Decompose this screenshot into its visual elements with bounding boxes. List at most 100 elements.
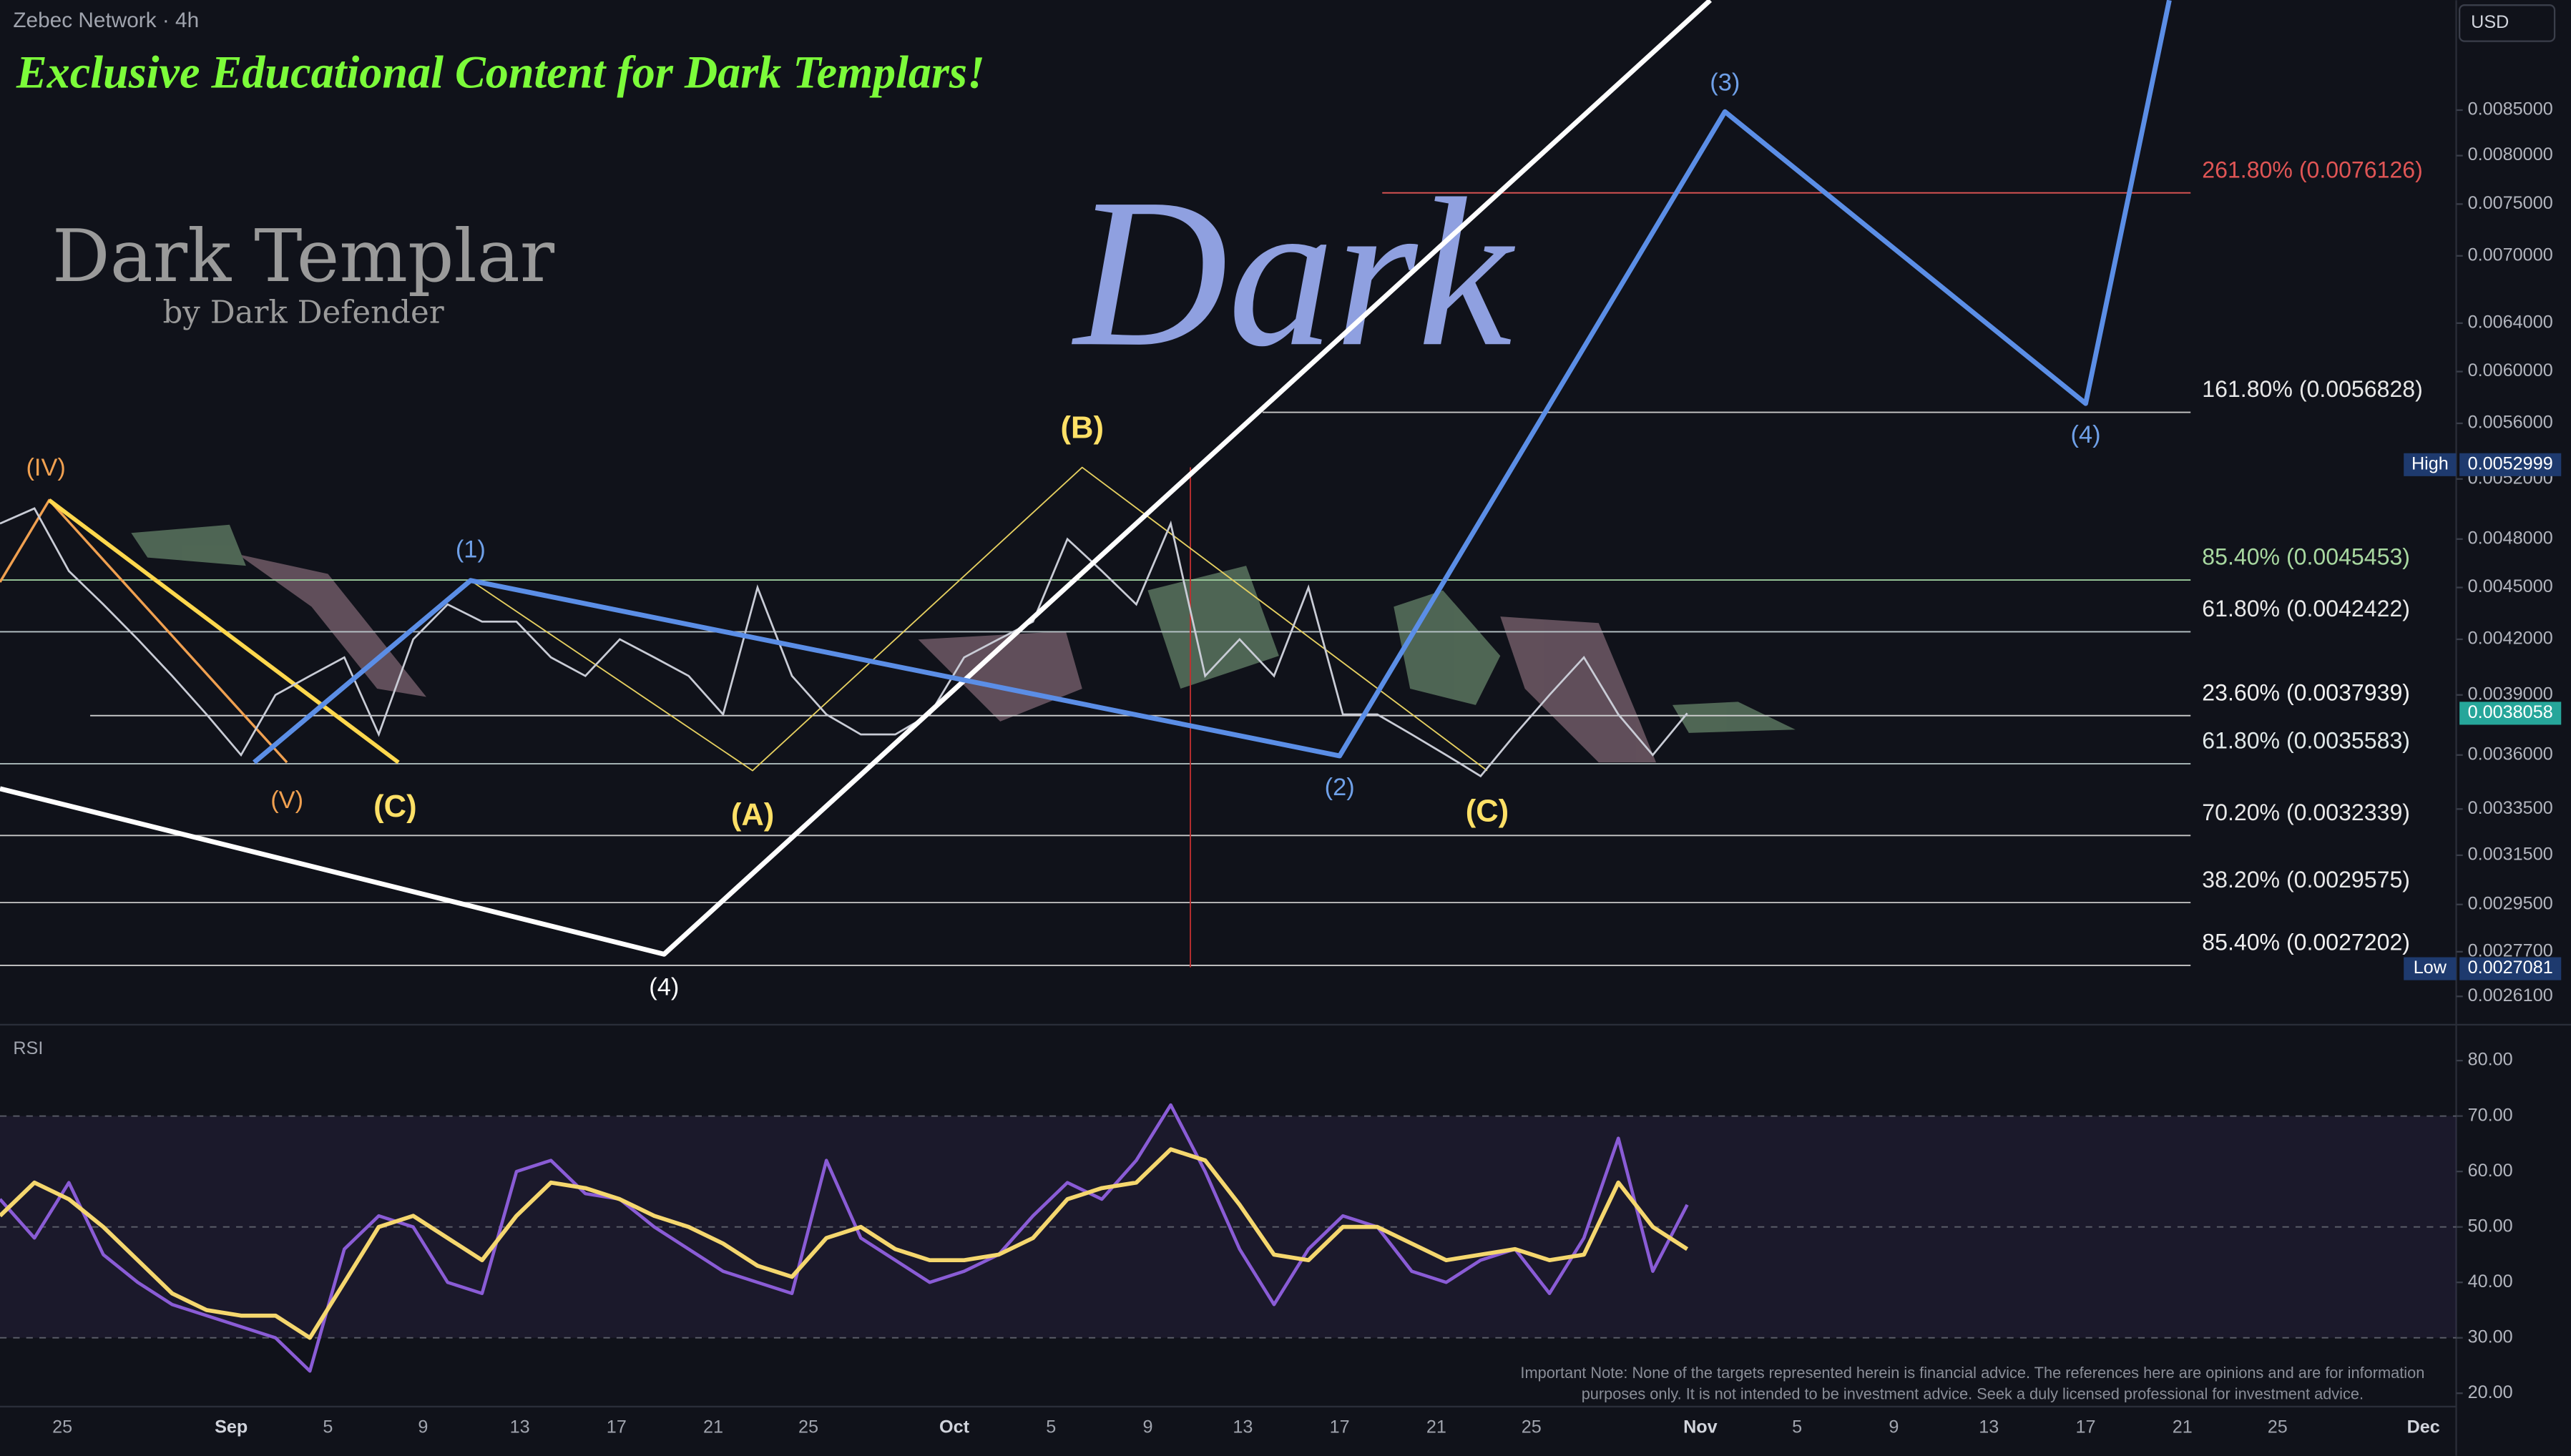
y-tick-label: 0.0070000 (2468, 245, 2553, 265)
price-tag-label: High (2411, 453, 2449, 473)
price-tag-label-bg (2404, 957, 2457, 980)
x-tick-label: 9 (1142, 1417, 1152, 1437)
y-tick-label: 50.00 (2468, 1216, 2513, 1236)
y-tick-label: 0.0031500 (2468, 845, 2553, 865)
wave-label: (1) (456, 536, 486, 564)
y-tick-label: 70.00 (2468, 1105, 2513, 1125)
y-tick-label: 0.0075000 (2468, 193, 2553, 213)
x-tick-label: 25 (798, 1417, 818, 1437)
wave-label: (C) (373, 790, 416, 824)
y-tick-label: 60.00 (2468, 1161, 2513, 1181)
wave-line (48, 498, 400, 764)
y-tick-label: 0.0045000 (2468, 576, 2553, 596)
x-tick-label: 5 (1046, 1417, 1056, 1437)
wave-label: (3) (1710, 69, 1740, 96)
banner: Exclusive Educational Content for Dark T… (16, 47, 985, 98)
y-tick-label: 0.0085000 (2468, 99, 2553, 119)
note: purposes only. It is not intended to be … (1582, 1385, 2364, 1403)
x-tick-label: 13 (1979, 1417, 1999, 1437)
fib-label: 85.40% (0.0045453) (2202, 544, 2410, 570)
y-tick-label: 0.0029500 (2468, 893, 2553, 913)
price-line (0, 507, 1688, 778)
wave-label: (B) (1061, 410, 1104, 445)
fib-label: 61.80% (0.0035583) (2202, 728, 2410, 754)
price-tag-value: 0.0038058 (2468, 702, 2553, 722)
fib-label: 23.60% (0.0037939) (2202, 679, 2410, 705)
wave-label: (4) (649, 974, 679, 1001)
cloud (1147, 566, 1279, 689)
fib-label: 261.80% (0.0076126) (2202, 157, 2423, 182)
x-tick-label: 21 (703, 1417, 723, 1437)
wave-label: (4) (2071, 421, 2101, 448)
logo-subtitle: by Dark Defender (162, 295, 444, 330)
wave-line (0, 0, 1712, 957)
y-tick-label: 0.0042000 (2468, 629, 2553, 649)
x-tick-label: 5 (1792, 1417, 1802, 1437)
x-tick-label: 25 (1522, 1417, 1542, 1437)
x-tick-label: 13 (1233, 1417, 1253, 1437)
x-tick-label: Nov (1683, 1417, 1718, 1437)
x-tick-label: 5 (323, 1417, 333, 1437)
y-tick-label: 30.00 (2468, 1327, 2513, 1347)
fib-label: 161.80% (0.0056828) (2202, 376, 2423, 402)
wave-line (253, 0, 2172, 764)
wave-label: (2) (1325, 774, 1355, 801)
currency-box[interactable] (2458, 4, 2556, 42)
wave-line (470, 466, 1488, 772)
ichimoku-cloud (131, 524, 1796, 763)
x-tick-label: 17 (2076, 1417, 2096, 1437)
x-tick-label: 9 (1889, 1417, 1899, 1437)
price-tag-value: 0.0027081 (2468, 958, 2553, 978)
y-tick-label: 0.0033500 (2468, 798, 2553, 818)
cloud (1500, 616, 1657, 763)
fib-label: 70.20% (0.0032339) (2202, 800, 2410, 825)
y-tick-label: 0.0036000 (2468, 744, 2553, 764)
cloud (131, 524, 246, 566)
wave-label: (A) (731, 797, 774, 832)
y-tick-label: 0.0026100 (2468, 985, 2553, 1005)
price-tag-label: Low (2414, 958, 2447, 978)
wave-label: (C) (1466, 795, 1509, 829)
watermark: Dark (1071, 154, 1517, 390)
y-tick-label: 0.0039000 (2468, 684, 2553, 704)
y-tick-label: 20.00 (2468, 1382, 2513, 1402)
x-tick-label: 21 (2173, 1417, 2193, 1437)
price-tag (2459, 957, 2562, 980)
price-tag-label-bg (2404, 453, 2457, 476)
y-tick-label: 80.00 (2468, 1050, 2513, 1070)
currency[interactable]: USD (2471, 12, 2509, 32)
rsi-line (0, 1103, 1689, 1373)
x-tick-label: Sep (215, 1417, 248, 1437)
x-tick-label: Dec (2407, 1417, 2440, 1437)
price-tag (2459, 702, 2562, 725)
y-tick-label: 0.0080000 (2468, 144, 2553, 164)
y-tick-label: 0.0056000 (2468, 413, 2553, 433)
x-tick-label: 17 (1330, 1417, 1350, 1437)
cloud (918, 631, 1082, 722)
rsi-title: RSI (13, 1038, 43, 1058)
cloud (1672, 702, 1796, 733)
x-tick-label: 25 (2268, 1417, 2288, 1437)
y-tick-label: 0.0064000 (2468, 312, 2553, 332)
x-tick-label: 13 (510, 1417, 530, 1437)
y-tick-label: 0.0048000 (2468, 528, 2553, 548)
cloud (237, 554, 426, 697)
logo-title: Dark Templar (52, 214, 555, 298)
fib-label: 85.40% (0.0027202) (2202, 930, 2410, 955)
price-tag-value: 0.0052999 (2468, 453, 2553, 473)
y-tick-label: 40.00 (2468, 1271, 2513, 1292)
x-tick-label: 9 (418, 1417, 428, 1437)
y-tick-label: 0.0060000 (2468, 360, 2553, 380)
wave-label: (IV) (26, 454, 65, 481)
note: Important Note: None of the targets repr… (1520, 1364, 2424, 1382)
price-tag (2459, 453, 2562, 476)
rsi-ma-line (0, 1147, 1689, 1340)
x-tick-label: 25 (52, 1417, 72, 1437)
fib-label: 38.20% (0.0029575) (2202, 867, 2410, 892)
x-tick-label: Oct (939, 1417, 970, 1437)
symbol: Zebec Network · 4h (13, 9, 199, 32)
wave-label: (V) (270, 787, 303, 814)
